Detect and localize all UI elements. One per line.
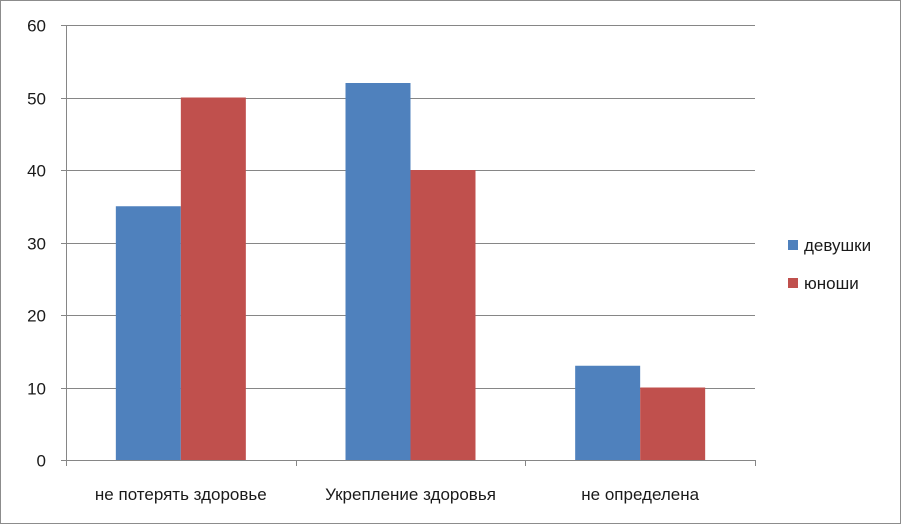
- bars: [115, 83, 706, 460]
- axes: 0 10 20 30 40 50 60 не потерять здоровье Укрепле…: [27, 17, 756, 504]
- legend-label-devushki: девушки: [804, 236, 871, 255]
- bar-devushki-0: [115, 206, 181, 460]
- x-category-label: не определена: [581, 485, 699, 504]
- y-tick-label: 20: [27, 307, 46, 326]
- legend-swatch-devushki: [788, 240, 798, 250]
- y-tick-label: 30: [27, 235, 46, 254]
- bar-devushki-2: [575, 365, 641, 460]
- y-tick-label: 0: [37, 452, 46, 471]
- bar-yunoshi-2: [640, 387, 706, 460]
- legend-swatch-yunoshi: [788, 278, 798, 288]
- y-tick-label: 10: [27, 380, 46, 399]
- legend-label-yunoshi: юноши: [804, 274, 859, 293]
- bar-devushki-1: [345, 83, 411, 460]
- x-category-label: Укрепление здоровья: [325, 485, 496, 504]
- y-tick-label: 40: [27, 162, 46, 181]
- legend: девушки юноши: [788, 236, 871, 293]
- x-category-label: не потерять здоровье: [95, 485, 267, 504]
- y-tick-label: 50: [27, 90, 46, 109]
- bar-yunoshi-0: [180, 97, 246, 460]
- bar-yunoshi-1: [410, 170, 476, 460]
- y-tick-label: 60: [27, 17, 46, 36]
